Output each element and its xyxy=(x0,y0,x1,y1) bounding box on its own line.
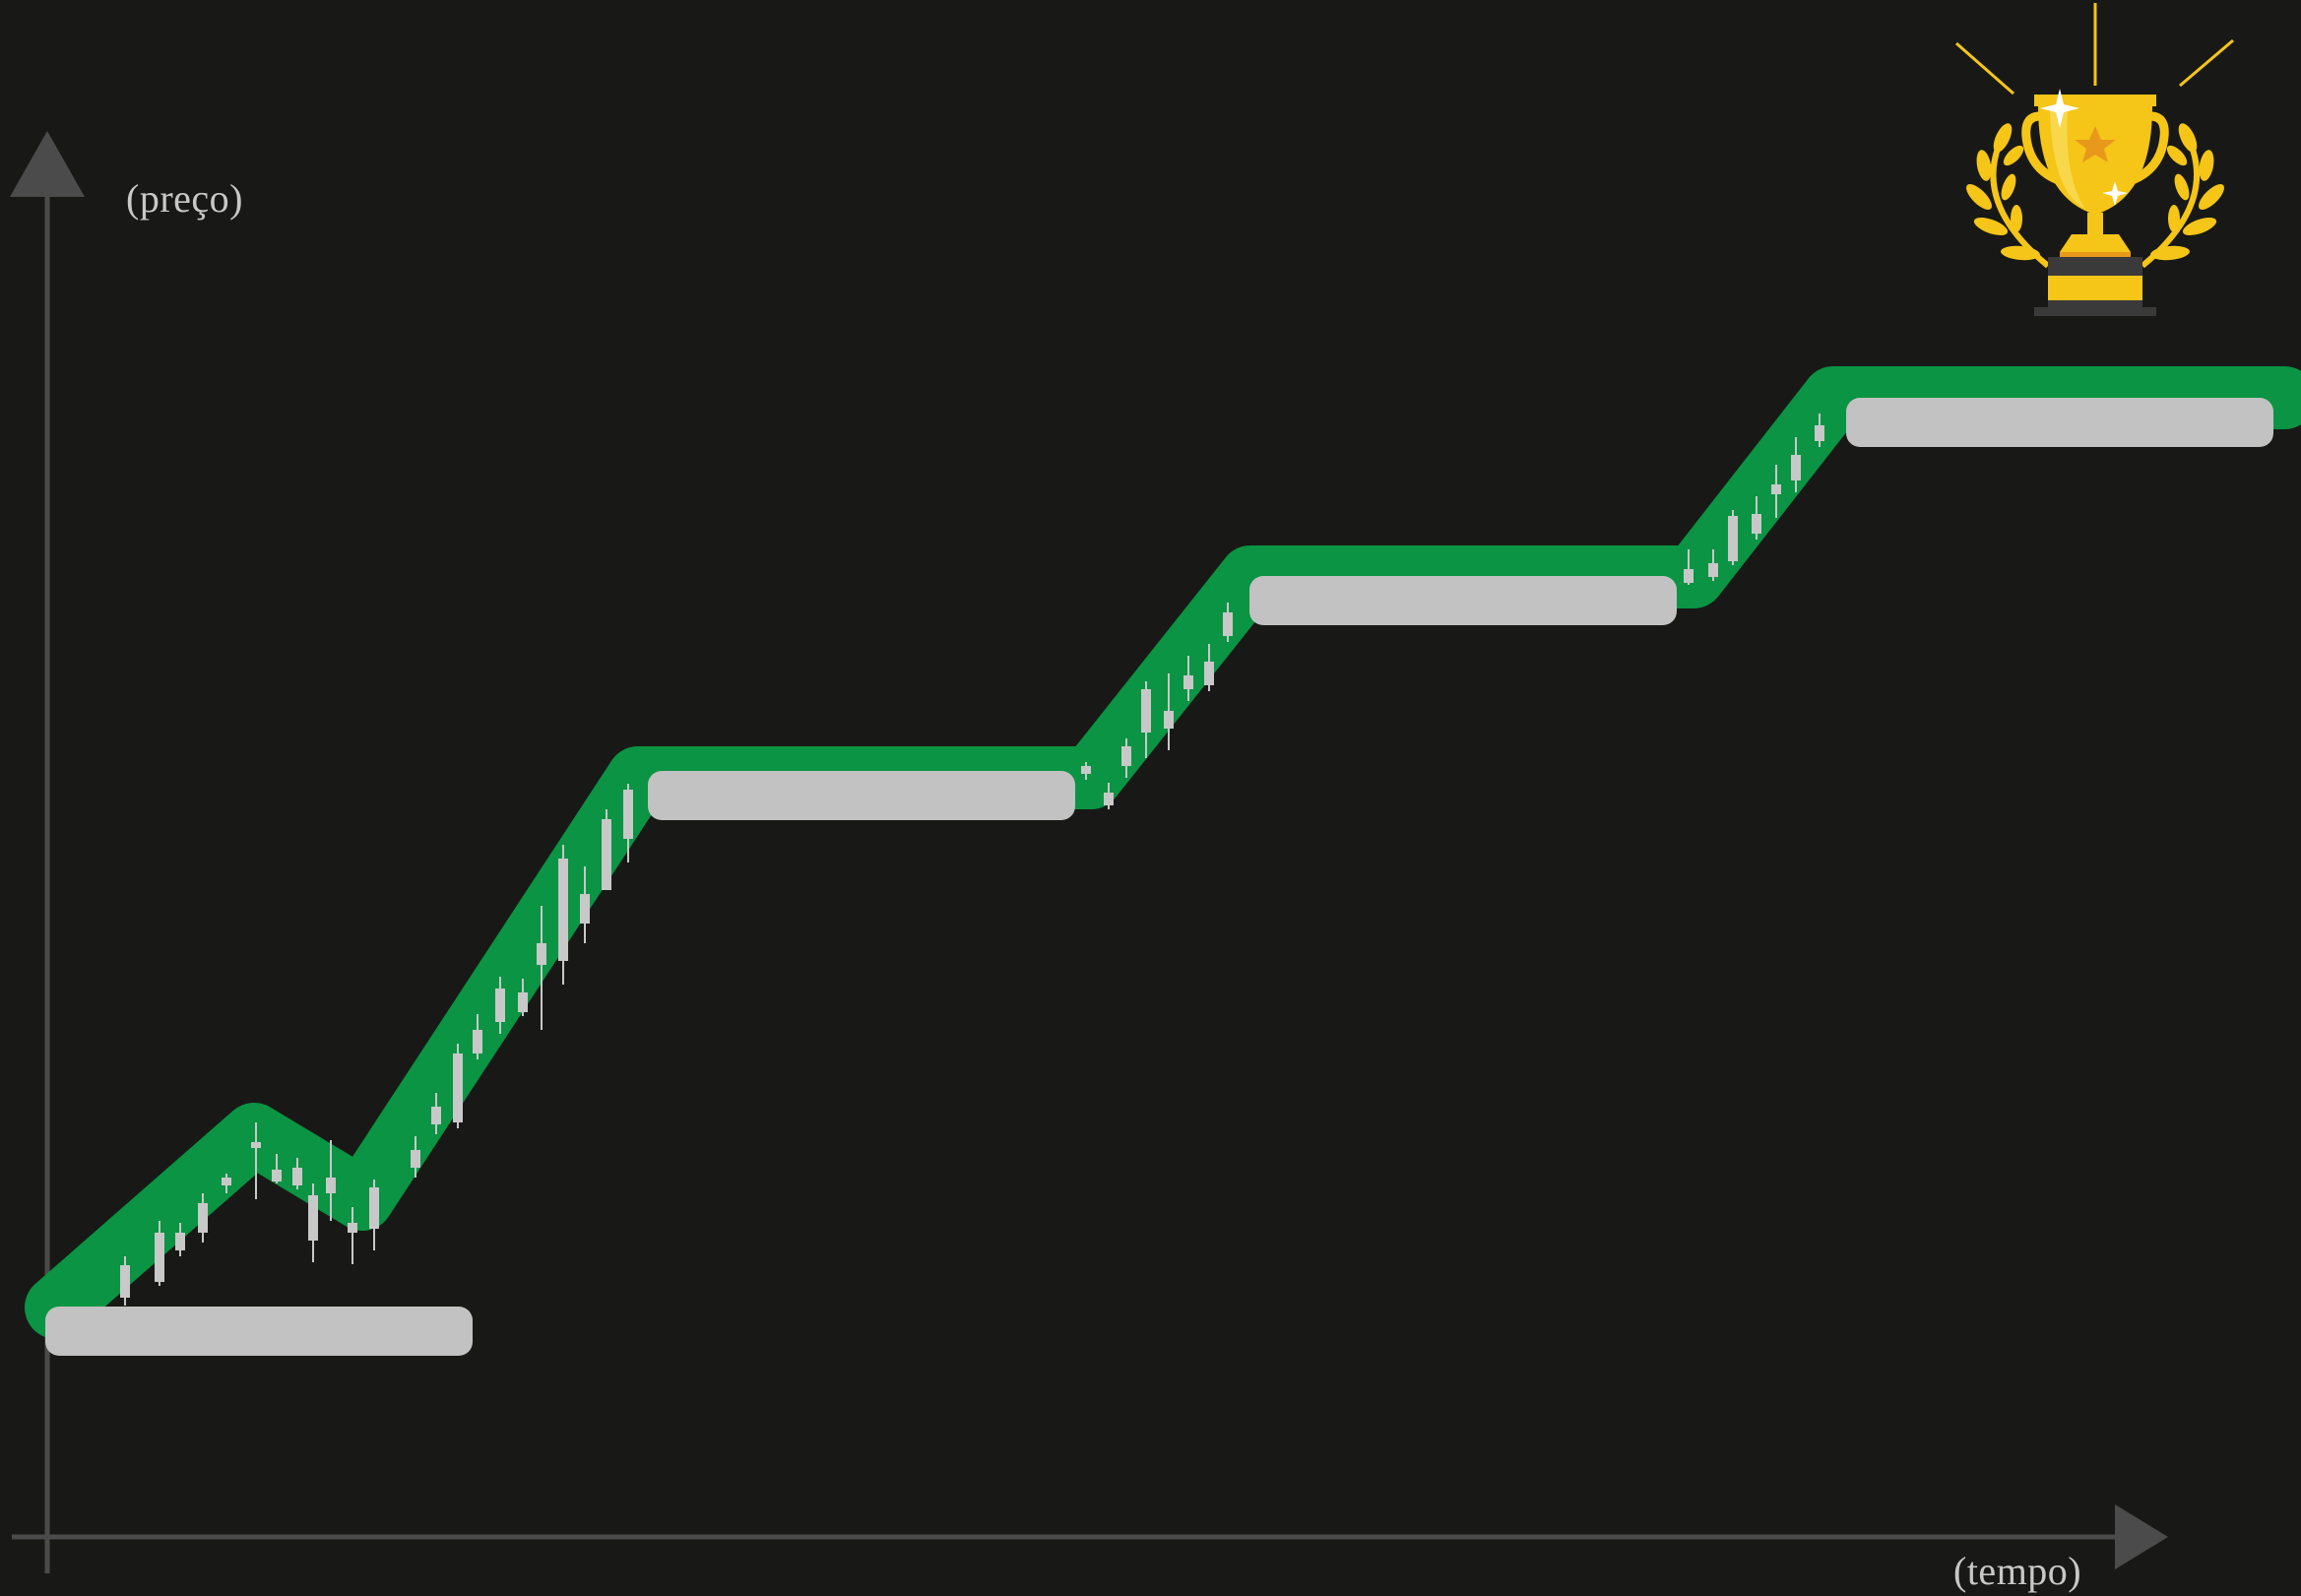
trophy-with-laurels-icon xyxy=(1955,3,2234,316)
stage-box-2 xyxy=(648,771,1075,820)
candlesticks xyxy=(120,414,1824,1306)
price-path xyxy=(25,366,2301,1339)
candle-body xyxy=(1752,514,1761,534)
price-path-band xyxy=(25,366,2301,1339)
candle-body xyxy=(222,1178,231,1185)
candle-body xyxy=(1791,455,1801,480)
candle-body xyxy=(411,1150,420,1168)
stage-boxes xyxy=(45,398,2273,1356)
candle-body xyxy=(1708,563,1718,577)
x-axis-arrow xyxy=(2115,1504,2168,1569)
candle-body xyxy=(580,894,590,924)
stage-box-3 xyxy=(1249,576,1677,625)
candle-body xyxy=(1684,569,1694,583)
candle-body xyxy=(1141,689,1151,733)
candle-body xyxy=(1223,612,1233,636)
candle-body xyxy=(1164,711,1174,729)
candle-body xyxy=(198,1203,208,1233)
candle-body xyxy=(1081,766,1091,774)
candle-body xyxy=(272,1170,282,1181)
candle-body xyxy=(175,1233,185,1250)
candle-body xyxy=(558,859,568,961)
candle-body xyxy=(1121,746,1131,766)
candle-body xyxy=(1204,662,1214,685)
candle-body xyxy=(1815,425,1824,441)
candle-body xyxy=(431,1107,441,1124)
candle-body xyxy=(1728,516,1738,561)
candle-body xyxy=(348,1223,357,1233)
candle-body xyxy=(1771,484,1781,494)
stage-box-1 xyxy=(45,1307,473,1356)
candle-body xyxy=(155,1233,164,1282)
candle-body xyxy=(518,992,528,1012)
candle-body xyxy=(453,1053,463,1122)
candle-body xyxy=(473,1030,482,1053)
candle-body xyxy=(495,989,505,1022)
candle-body xyxy=(292,1168,302,1185)
candle-body xyxy=(623,790,633,839)
candle-body xyxy=(1183,675,1193,689)
candle-body xyxy=(537,943,546,965)
candle-body xyxy=(1104,793,1114,805)
candle-body xyxy=(369,1187,379,1229)
x-axis-label: (tempo) xyxy=(1953,1549,2082,1593)
axes xyxy=(10,131,2168,1573)
candle-body xyxy=(308,1195,318,1241)
y-axis-arrow xyxy=(10,131,85,197)
candle-body xyxy=(602,819,611,890)
candle-body xyxy=(120,1265,130,1298)
y-axis-label: (preço) xyxy=(126,176,243,221)
candle-body xyxy=(326,1178,336,1193)
stage-box-4 xyxy=(1846,398,2273,447)
candle-body xyxy=(251,1142,261,1148)
